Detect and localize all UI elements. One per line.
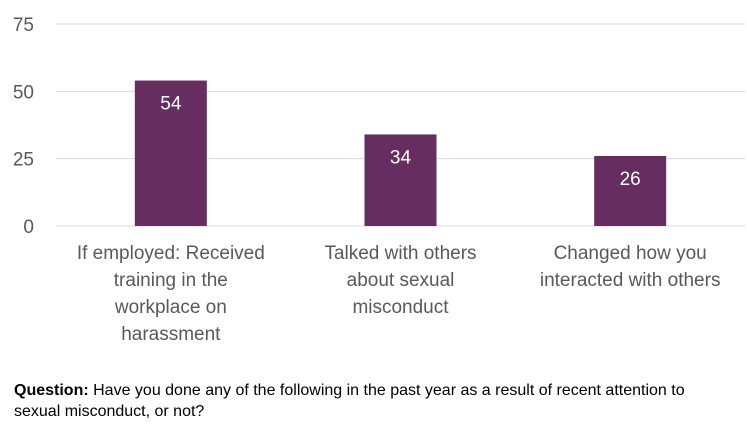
question-text: Have you done any of the following in th… [14,382,685,420]
y-tick-label: 75 [13,15,34,36]
x-category-label-line: workplace on [114,297,227,318]
x-category-label-line: Changed how you [554,243,707,264]
bar-data-label: 54 [160,94,182,115]
bar-data-label: 34 [390,147,412,168]
y-tick-label: 50 [13,82,34,103]
y-tick-label: 25 [13,150,34,171]
question-footnote: Question: Have you done any of the follo… [14,380,734,422]
y-axis-tick-labels: 0 25 50 75 [13,15,34,238]
y-tick-label: 0 [23,217,34,238]
data-labels: 54 34 26 [160,94,640,190]
bar [134,80,207,226]
x-category-label-line: harassment [121,324,221,345]
bar-data-label: 26 [620,169,641,190]
x-category-label-line: about sexual [347,270,455,291]
question-label: Question: [14,382,89,399]
x-category-label-line: interacted with others [540,270,721,291]
x-category-label-line: misconduct [352,297,449,318]
x-category-label-line: Talked with others [324,243,476,264]
bars [134,80,667,226]
x-category-label-line: training in the [114,270,228,291]
bar [594,155,667,226]
x-axis-category-labels: If employed: Received training in the work… [77,243,721,345]
bar [364,134,437,226]
x-category-label-line: If employed: Received [77,243,265,264]
bar-chart: 0 25 50 75 54 34 26 If employed: Received trai… [13,15,745,345]
